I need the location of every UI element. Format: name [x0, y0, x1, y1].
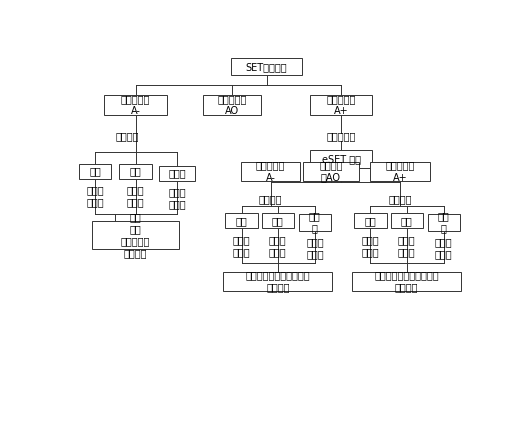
Text: 评判结果为
A-: 评判结果为 A-	[256, 161, 285, 183]
FancyBboxPatch shape	[310, 150, 372, 168]
Text: 季节判定: 季节判定	[388, 194, 412, 204]
Text: 过渡
季: 过渡 季	[438, 212, 450, 233]
FancyBboxPatch shape	[203, 95, 262, 115]
Text: 评判结果
为AO: 评判结果 为AO	[319, 161, 343, 183]
Text: 行为调
节建议: 行为调 节建议	[362, 235, 379, 257]
Text: 季节判定: 季节判定	[116, 132, 139, 142]
Text: 评判结果为
A+: 评判结果为 A+	[327, 94, 356, 116]
Text: 行为调
节建议: 行为调 节建议	[86, 185, 104, 207]
Text: 冬季: 冬季	[236, 216, 248, 226]
FancyBboxPatch shape	[427, 213, 460, 232]
FancyBboxPatch shape	[79, 164, 111, 179]
Text: 过渡季: 过渡季	[168, 168, 186, 178]
Text: 夏季: 夏季	[401, 216, 412, 226]
FancyBboxPatch shape	[391, 213, 423, 229]
Text: 过渡
季: 过渡 季	[309, 212, 321, 233]
Text: 行为调
节建议: 行为调 节建议	[398, 235, 415, 257]
Text: 行为调
节建议: 行为调 节建议	[306, 237, 323, 259]
Text: 夏季: 夏季	[272, 216, 283, 226]
Text: 开窗
减衣
减少活动量
调节心情: 开窗 减衣 减少活动量 调节心情	[121, 212, 150, 258]
Text: eSET 计算: eSET 计算	[321, 154, 360, 164]
FancyBboxPatch shape	[310, 95, 372, 115]
FancyBboxPatch shape	[92, 221, 179, 249]
Text: 季节判定: 季节判定	[259, 194, 282, 204]
FancyBboxPatch shape	[241, 162, 301, 181]
Text: 冬季: 冬季	[89, 167, 101, 177]
Text: 冬季: 冬季	[365, 216, 376, 226]
FancyBboxPatch shape	[298, 213, 331, 232]
Text: 开窗、减衣、减少活动量
调节心情: 开窗、减衣、减少活动量 调节心情	[374, 270, 439, 292]
FancyBboxPatch shape	[225, 213, 257, 229]
Text: 行为调
节建议: 行为调 节建议	[269, 235, 287, 257]
Text: 行为调
节建议: 行为调 节建议	[435, 237, 452, 259]
FancyBboxPatch shape	[303, 162, 359, 181]
Text: 评判结果为
A+: 评判结果为 A+	[386, 161, 415, 183]
Text: 进一步计算: 进一步计算	[327, 132, 356, 142]
FancyBboxPatch shape	[231, 58, 302, 76]
Text: 行为调
节建议: 行为调 节建议	[168, 187, 186, 209]
FancyBboxPatch shape	[120, 164, 152, 179]
FancyBboxPatch shape	[159, 165, 195, 181]
Text: SET初步评判: SET初步评判	[245, 62, 288, 72]
FancyBboxPatch shape	[262, 213, 294, 229]
FancyBboxPatch shape	[353, 272, 461, 291]
FancyBboxPatch shape	[370, 162, 430, 181]
Text: 评判结果为
A-: 评判结果为 A-	[121, 94, 150, 116]
Text: 开窗、减衣、减少活动量
调节心情: 开窗、减衣、减少活动量 调节心情	[245, 270, 310, 292]
Text: 行为调
节建议: 行为调 节建议	[127, 185, 145, 207]
Text: 评判结果为
AO: 评判结果为 AO	[217, 94, 247, 116]
FancyBboxPatch shape	[354, 213, 386, 229]
Text: 行为调
节建议: 行为调 节建议	[233, 235, 250, 257]
FancyBboxPatch shape	[224, 272, 332, 291]
Text: 夏季: 夏季	[129, 167, 141, 177]
FancyBboxPatch shape	[105, 95, 167, 115]
